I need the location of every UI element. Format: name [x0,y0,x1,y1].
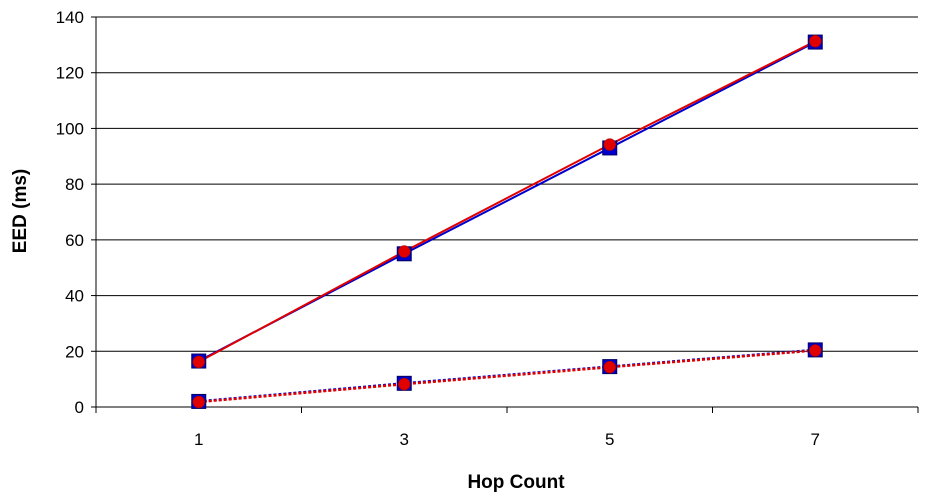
y-tick-label: 120 [56,64,84,83]
data-point-circle [809,34,822,48]
data-point-circle [398,377,411,391]
y-tick-label: 60 [65,231,84,250]
y-tick-label: 0 [75,398,84,417]
series-line-4 [198,349,816,404]
x-tick-label: 5 [605,430,614,449]
y-tick-label: 140 [56,8,84,27]
y-tick-label: 40 [65,287,84,306]
grid-lines [96,16,918,352]
axes [91,16,919,413]
y-axis-title: EED (ms) [10,169,31,253]
data-point-circle [809,344,822,357]
y-tick-label: 80 [65,175,84,194]
x-tick-label: 3 [400,430,409,449]
x-tick-labels: 1 3 5 7 [194,430,820,449]
y-tick-label: 20 [65,342,84,361]
series-group [191,34,823,409]
y-tick-labels: 0 20 40 60 80 100 120 140 [56,8,84,417]
series-line-2 [198,40,816,363]
data-point-circle [603,138,616,151]
y-tick-label: 100 [56,119,84,138]
data-point-circle [603,360,616,374]
x-axis-title: Hop Count [467,472,565,493]
x-tick-label: 1 [194,430,203,449]
data-point-circle [192,355,205,369]
data-point-circle [192,395,205,409]
x-tick-label: 7 [811,430,820,449]
data-point-circle [398,245,411,258]
